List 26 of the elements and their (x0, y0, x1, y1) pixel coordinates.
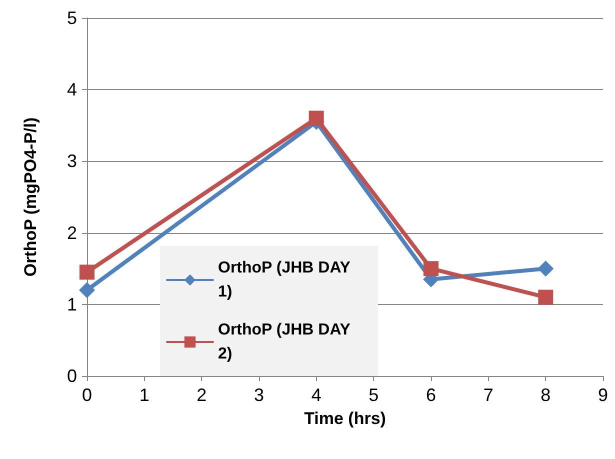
x-tick-label: 7 (483, 385, 494, 405)
x-tick-label: 4 (311, 385, 322, 405)
point (80, 264, 94, 280)
point (308, 110, 324, 126)
x-tick-label: 2 (196, 385, 207, 405)
point (424, 261, 438, 276)
point (79, 282, 95, 298)
point (538, 260, 554, 277)
x-tick-label: 5 (368, 385, 379, 405)
x-tick-label: 9 (598, 385, 608, 405)
y-tick-label: 0 (66, 366, 77, 386)
y-tick-label: 3 (66, 151, 77, 172)
y-axis-title: OrthoP (mgPO4-P/l) (21, 117, 40, 277)
x-tick-label: 1 (139, 385, 150, 405)
y-tick-label: 4 (66, 80, 77, 100)
legend-label: OrthoP (JHB DAY 1) (218, 260, 355, 300)
legend-label: OrthoP (JHB DAY 2) (218, 322, 355, 362)
x-tick-label: 3 (254, 385, 264, 405)
x-tick-label: 6 (426, 385, 436, 405)
x-axis-title: Time (hrs) (304, 409, 386, 428)
y-tick-label: 1 (66, 294, 77, 314)
y-tick-label: 5 (66, 8, 77, 28)
point (538, 290, 554, 305)
x-tick-label: 0 (82, 385, 92, 405)
x-tick-label: 8 (540, 385, 551, 405)
y-tick-label: 2 (66, 222, 77, 243)
